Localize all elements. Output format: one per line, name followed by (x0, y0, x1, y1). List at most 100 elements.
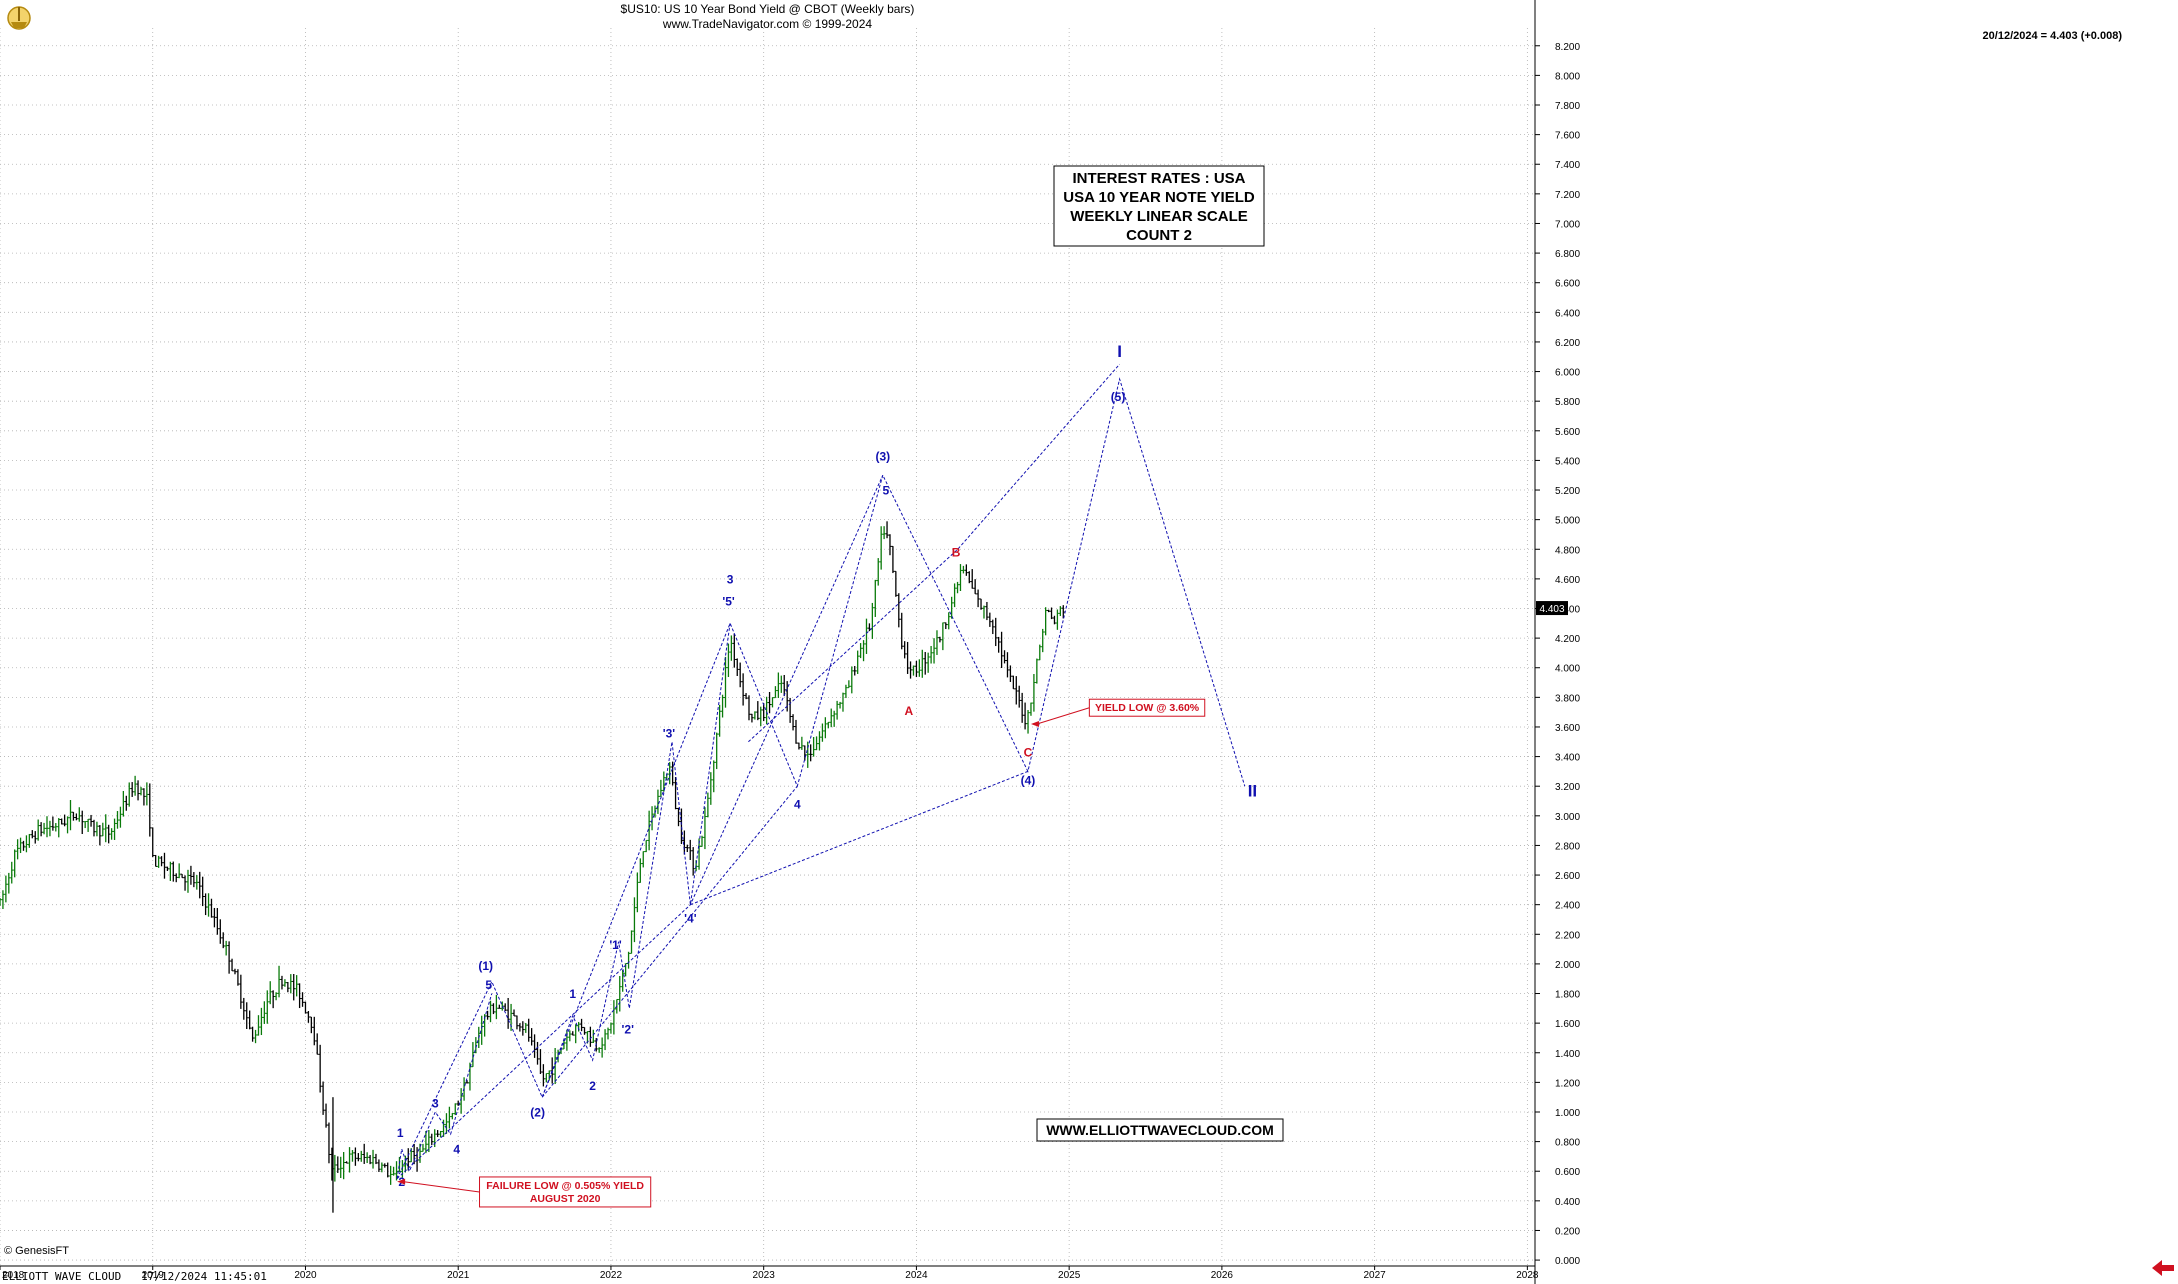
y-tick-label: 1.200 (1555, 1078, 1580, 1089)
y-tick-label: 4.800 (1555, 545, 1580, 556)
wave-label: 2 (589, 1079, 596, 1093)
info-box-line: INTEREST RATES : USA (1072, 170, 1245, 187)
website-label: WWW.ELLIOTTWAVECLOUD.COM (1046, 1122, 1274, 1138)
y-tick-label: 2.600 (1555, 871, 1580, 882)
callout-text: FAILURE LOW @ 0.505% YIELD (486, 1180, 644, 1192)
y-tick-label: 5.200 (1555, 486, 1580, 497)
website-box (1036, 1118, 1284, 1142)
wave-label: '1' (609, 938, 622, 952)
callout-text: YIELD LOW @ 3.60% (1095, 702, 1200, 714)
y-tick-label: 3.000 (1555, 812, 1580, 823)
y-tick-label: 7.400 (1555, 160, 1580, 171)
y-tick-label: 6.400 (1555, 308, 1580, 319)
data-source-label: © GenesisFT (4, 1245, 69, 1257)
wave-labels: 1234(1)5(2)12'1''2''3''4'3'5'4(3)5ABC(4)… (397, 342, 1257, 1189)
callout-text: AUGUST 2020 (530, 1193, 601, 1205)
y-tick-label: 1.000 (1555, 1108, 1580, 1119)
wave-label: '4' (684, 911, 697, 925)
info-box-line: WEEKLY LINEAR SCALE (1070, 208, 1248, 225)
wave-label: '2' (622, 1023, 635, 1037)
wave-label: 3 (727, 572, 734, 586)
x-axis: 2018 2019 2020 2021 2022 2023 2024 2025 2026 2027… (0, 1266, 1539, 1281)
callout-box (479, 1176, 652, 1208)
y-tick-label: 0.800 (1555, 1138, 1580, 1149)
y-tick-label: 4.000 (1555, 664, 1580, 675)
wave-label: A (904, 704, 913, 718)
y-tick-label: 2.000 (1555, 960, 1580, 971)
callout-arrow-line (1036, 707, 1090, 725)
wave-line (541, 785, 798, 1098)
wave-label: II (1248, 782, 1257, 801)
scroll-right-arrow-icon[interactable] (2148, 1258, 2174, 1278)
wave-label: 1 (397, 1126, 404, 1140)
y-tick-label: 1.600 (1555, 1019, 1580, 1030)
wave-label: 5 (485, 978, 492, 992)
y-tick-label: 5.600 (1555, 427, 1580, 438)
y-tick-label: 7.600 (1555, 131, 1580, 142)
annotation-boxes: INTEREST RATES : USA USA 10 YEAR NOTE YIE… (1036, 165, 1284, 1142)
wave-label: 1 (569, 987, 576, 1001)
wave-line (541, 623, 731, 1098)
wave-label: '5' (722, 595, 735, 609)
x-tick-label: 2023 (753, 1270, 776, 1281)
y-tick-label: 8.000 (1555, 71, 1580, 82)
wave-lines (396, 363, 1246, 1179)
wave-label: (1) (478, 959, 493, 973)
x-tick-label: 2026 (1211, 1270, 1234, 1281)
wave-label: 3 (432, 1097, 439, 1111)
wave-label: C (1024, 746, 1033, 760)
y-tick-label: 5.000 (1555, 516, 1580, 527)
x-tick-label: 2022 (600, 1270, 623, 1281)
y-tick-label: 7.200 (1555, 190, 1580, 201)
y-tick-label: 8.200 (1555, 42, 1580, 53)
x-tick-label: 2028 (1516, 1270, 1539, 1281)
y-tick-label: 2.400 (1555, 901, 1580, 912)
wave-label: 4 (794, 797, 801, 811)
y-tick-label: 0.200 (1555, 1226, 1580, 1237)
y-tick-label: 3.800 (1555, 693, 1580, 704)
y-tick-label: 4.200 (1555, 634, 1580, 645)
wave-line (396, 993, 493, 1179)
y-axis: 8.200 8.000 7.800 7.600 7.400 7.200 7.000 6.800… (1535, 42, 1580, 1267)
callout-box (1088, 698, 1206, 717)
x-tick-label: 2027 (1364, 1270, 1387, 1281)
logo (7, 6, 31, 30)
y-tick-label: 2.200 (1555, 930, 1580, 941)
last-value-readout: 20/12/2024 = 4.403 (+0.008) (1982, 30, 2122, 42)
y-tick-label: 3.600 (1555, 723, 1580, 734)
y-tick-label: 7.000 (1555, 219, 1580, 230)
callout-arrowhead (397, 1178, 406, 1185)
info-box (1053, 165, 1265, 247)
y-tick-label: 5.400 (1555, 456, 1580, 467)
wave-label: (2) (530, 1105, 545, 1119)
wave-label: 4 (453, 1142, 460, 1156)
x-tick-label: 2025 (1058, 1270, 1081, 1281)
y-tick-label: 0.000 (1555, 1256, 1580, 1267)
price-tag-label: 4.403 (1539, 604, 1564, 615)
chart-grid (0, 0, 1536, 1284)
wave-label: (4) (1021, 774, 1036, 788)
y-tick-label: 6.200 (1555, 338, 1580, 349)
y-tick-label: 3.200 (1555, 782, 1580, 793)
y-tick-label: 1.800 (1555, 990, 1580, 1001)
x-tick-label: 2021 (447, 1270, 470, 1281)
footer-timestamp: ELLIOTT WAVE CLOUD 17/12/2024 11:45:01 (2, 1270, 267, 1283)
y-tick-label: 0.600 (1555, 1167, 1580, 1178)
wave-label: 5 (883, 483, 890, 497)
wave-label: I (1117, 342, 1122, 361)
y-tick-label: 6.000 (1555, 368, 1580, 379)
y-tick-label: 0.400 (1555, 1197, 1580, 1208)
y-tick-label: 6.800 (1555, 249, 1580, 260)
chart-subtitle: www.TradeNavigator.com © 1999-2024 (662, 17, 873, 31)
price-tag (1536, 601, 1568, 616)
y-tick-label: 4.600 (1555, 575, 1580, 586)
chart-title: $US10: US 10 Year Bond Yield @ CBOT (Wee… (620, 2, 915, 16)
y-tick-label: 5.800 (1555, 397, 1580, 408)
y-tick-label: 3.400 (1555, 753, 1580, 764)
callout-arrowhead (1030, 721, 1039, 728)
info-box-line: USA 10 YEAR NOTE YIELD (1063, 189, 1255, 206)
y-tick-label: 2.800 (1555, 841, 1580, 852)
info-box-line: COUNT 2 (1126, 227, 1192, 244)
wave-label: (3) (875, 449, 890, 463)
y-tick-label: 7.800 (1555, 101, 1580, 112)
